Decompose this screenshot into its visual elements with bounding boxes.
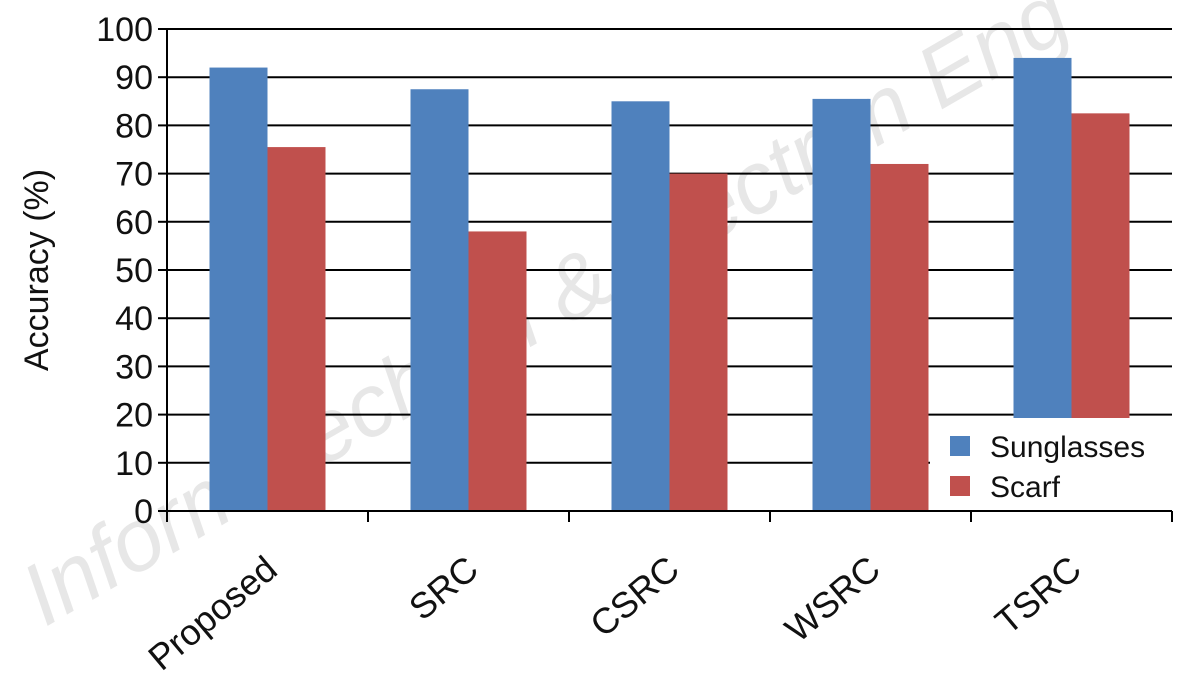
y-tick-label: 10 <box>115 445 153 483</box>
bar-scarf-csrc <box>669 173 728 511</box>
x-category-labels: Proposed SRC CSRC WSRC TSRC <box>140 548 1088 678</box>
x-category-label: TSRC <box>987 548 1088 642</box>
bars <box>209 57 1130 512</box>
y-tick-label: 60 <box>115 204 153 242</box>
x-category-label: WSRC <box>777 548 888 650</box>
y-tick-label: 90 <box>115 59 153 97</box>
y-tick-label: 0 <box>134 493 153 531</box>
x-category-label: SRC <box>401 548 486 628</box>
legend-swatch-sunglasses <box>950 436 970 456</box>
bar-sunglasses-csrc <box>611 101 670 512</box>
legend-swatch-scarf <box>950 476 970 496</box>
y-tick-label: 100 <box>96 11 153 49</box>
bar-scarf-proposed <box>267 147 326 511</box>
legend-label-sunglasses: Sunglasses <box>990 431 1145 464</box>
y-tick-label: 50 <box>115 252 153 290</box>
y-tick-label: 70 <box>115 156 153 194</box>
y-tick-label: 80 <box>115 107 153 145</box>
axes <box>166 29 1173 522</box>
legend-label-scarf: Scarf <box>990 471 1061 504</box>
bar-sunglasses-proposed <box>209 67 268 511</box>
legend: Sunglasses Scarf <box>930 418 1172 510</box>
bar-sunglasses-wsrc <box>812 98 871 511</box>
y-tick-label: 40 <box>115 300 153 338</box>
legend-box <box>930 418 1172 510</box>
y-tick-label: 20 <box>115 397 153 435</box>
bar-sunglasses-src <box>410 89 469 511</box>
bar-scarf-wsrc <box>870 163 929 511</box>
x-category-label: CSRC <box>582 548 687 645</box>
y-axis-title: Accuracy (%) <box>18 169 56 371</box>
y-tick-labels: 0 10 20 30 40 50 60 70 80 90 100 <box>96 11 153 531</box>
y-tick-label: 30 <box>115 348 153 386</box>
bar-scarf-src <box>468 231 527 511</box>
